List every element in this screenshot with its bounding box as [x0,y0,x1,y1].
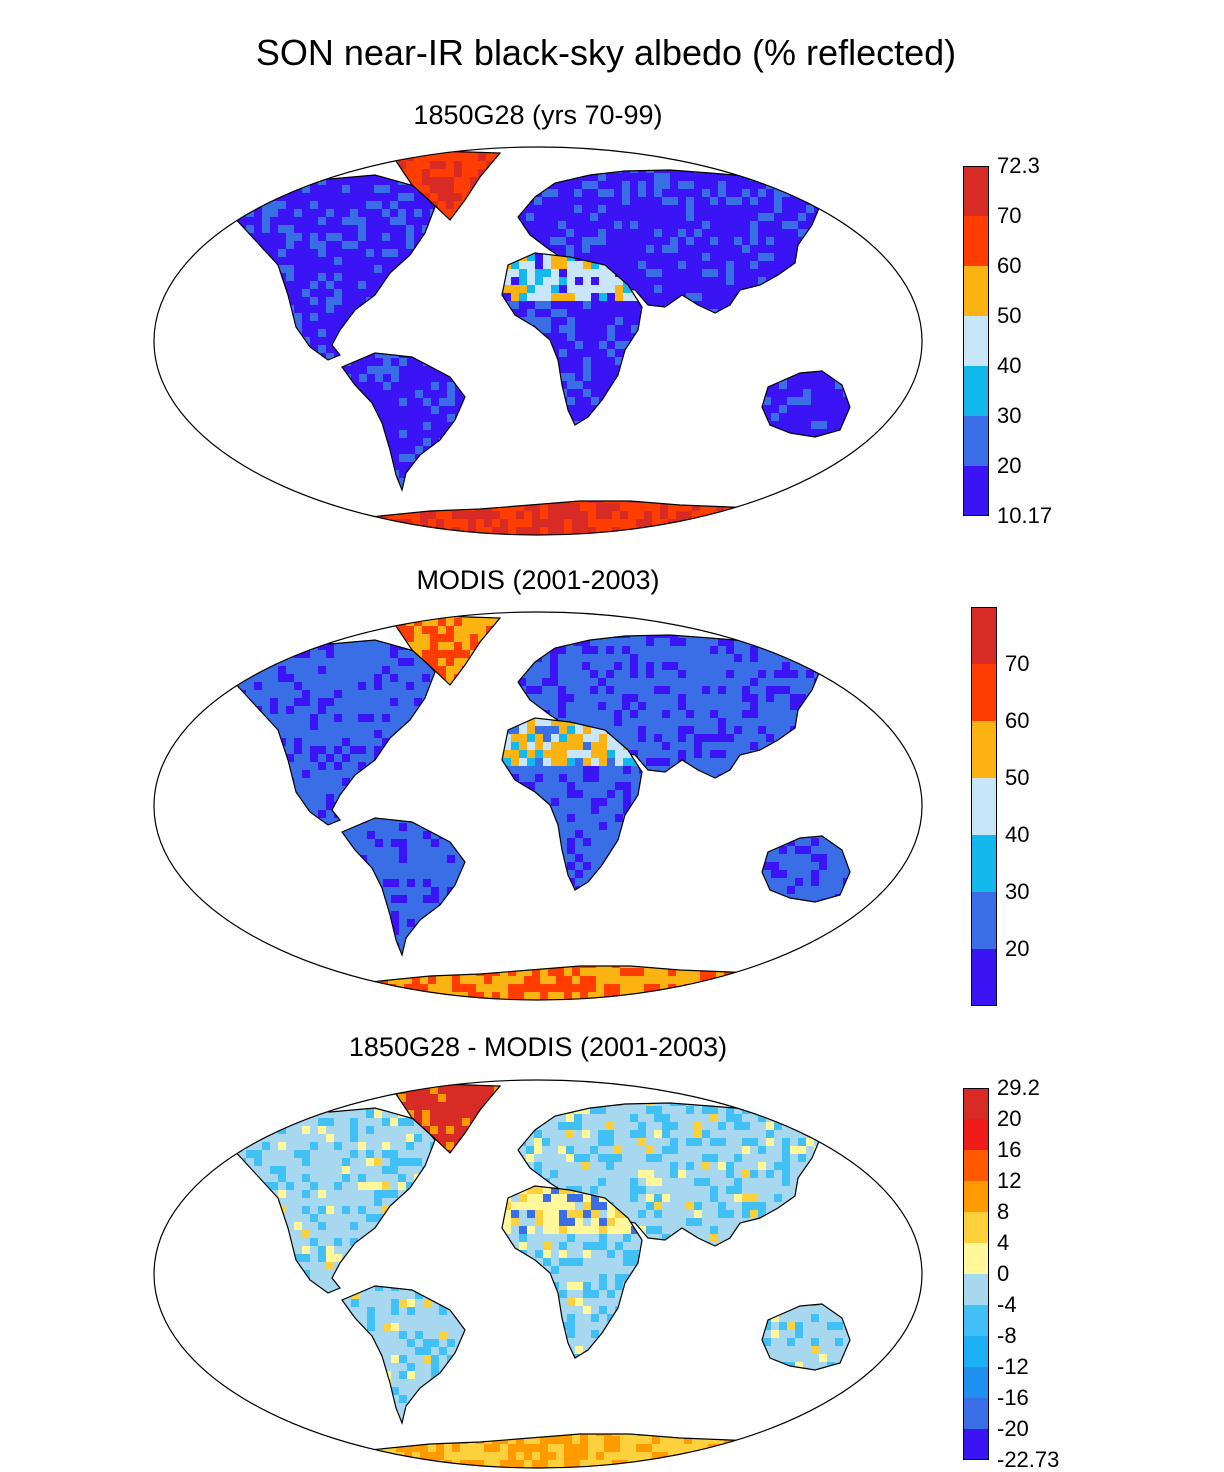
colorbar-label: 70 [997,205,1021,227]
map-difference [150,1078,926,1470]
panel-title-modis: MODIS (2001-2003) [150,565,926,596]
colorbar-label: 30 [1005,881,1029,903]
colorbar-label: 72.3 [997,155,1040,177]
colorbar-label: 40 [997,355,1021,377]
colorbar-label: -8 [997,1325,1017,1347]
colorbar-label: 70 [1005,653,1029,675]
panel-title-difference: 1850G28 - MODIS (2001-2003) [150,1032,926,1063]
colorbar-label: 20 [997,455,1021,477]
colorbar-label: 29.2 [997,1077,1040,1099]
map-model [150,145,926,537]
map-modis [150,610,926,1002]
land-australia [755,365,859,445]
colorbar-label: 4 [997,1232,1009,1254]
colorbar-label: 30 [997,405,1021,427]
colorbar-label: 16 [997,1139,1021,1161]
land-australia [755,830,859,910]
colorbar-frame [963,166,989,516]
panel-title-model: 1850G28 (yrs 70-99) [150,100,926,131]
colorbar-label: 20 [997,1108,1021,1130]
colorbar-label: 60 [997,255,1021,277]
colorbar-label: 50 [1005,767,1029,789]
land-australia [755,1298,859,1378]
colorbar-label: 40 [1005,824,1029,846]
colorbar-label: -4 [997,1294,1017,1316]
colorbar-label: 0 [997,1263,1009,1285]
colorbar-label: 8 [997,1201,1009,1223]
colorbar-label: 60 [1005,710,1029,732]
colorbar-label: 20 [1005,938,1029,960]
colorbar-frame [963,1088,989,1460]
figure-title: SON near-IR black-sky albedo (% reflecte… [0,32,1212,74]
colorbar-label: -22.73 [997,1449,1059,1471]
colorbar-label: 12 [997,1170,1021,1192]
colorbar-frame [971,607,997,1006]
colorbar-label: -20 [997,1418,1029,1440]
colorbar-label: -16 [997,1387,1029,1409]
colorbar-label: -12 [997,1356,1029,1378]
colorbar-label: 50 [997,305,1021,327]
colorbar-label: 10.17 [997,505,1052,527]
